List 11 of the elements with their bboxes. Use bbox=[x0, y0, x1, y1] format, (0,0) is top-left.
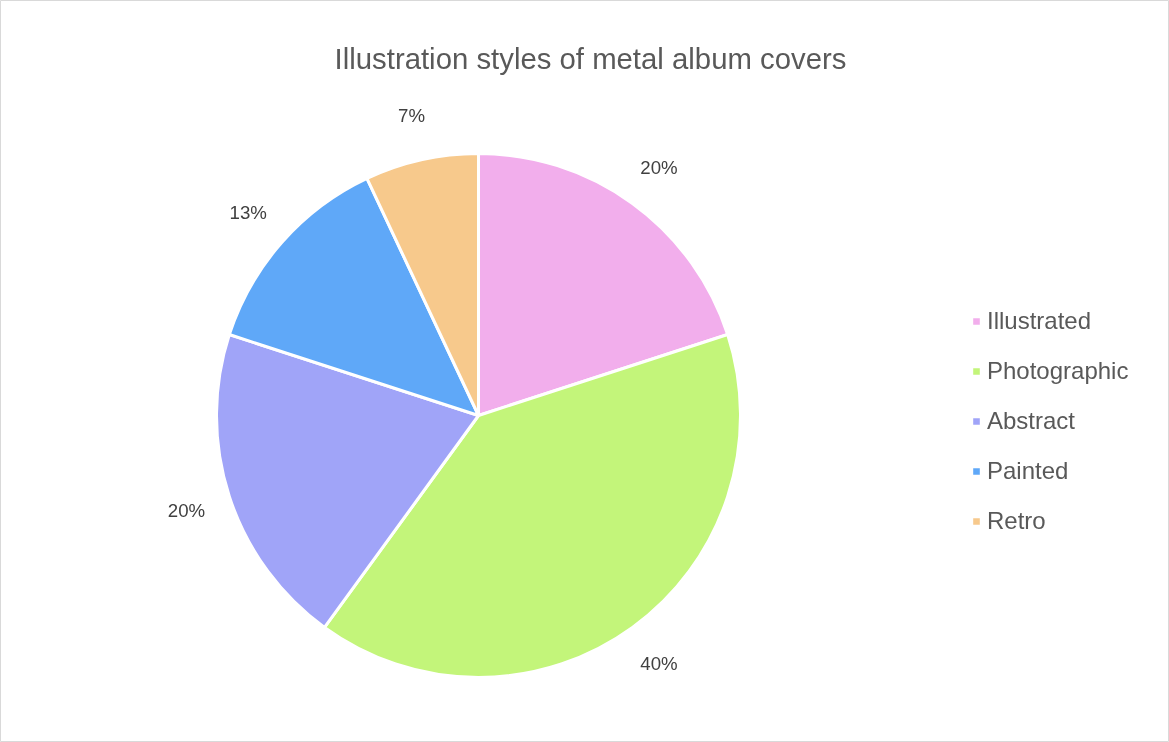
data-label: 13% bbox=[229, 201, 267, 223]
chart-title: Illustration styles of metal album covers bbox=[334, 42, 847, 75]
legend-label: Painted bbox=[987, 457, 1069, 485]
data-label: 20% bbox=[640, 156, 678, 178]
data-label: 20% bbox=[167, 499, 206, 521]
legend-label: Retro bbox=[987, 507, 1046, 535]
data-label: 40% bbox=[640, 653, 678, 675]
legend-label: Illustrated bbox=[987, 307, 1092, 335]
data-label: 7% bbox=[398, 105, 426, 127]
legend-label: Abstract bbox=[987, 407, 1076, 435]
legend-label: Photographic bbox=[987, 357, 1129, 385]
